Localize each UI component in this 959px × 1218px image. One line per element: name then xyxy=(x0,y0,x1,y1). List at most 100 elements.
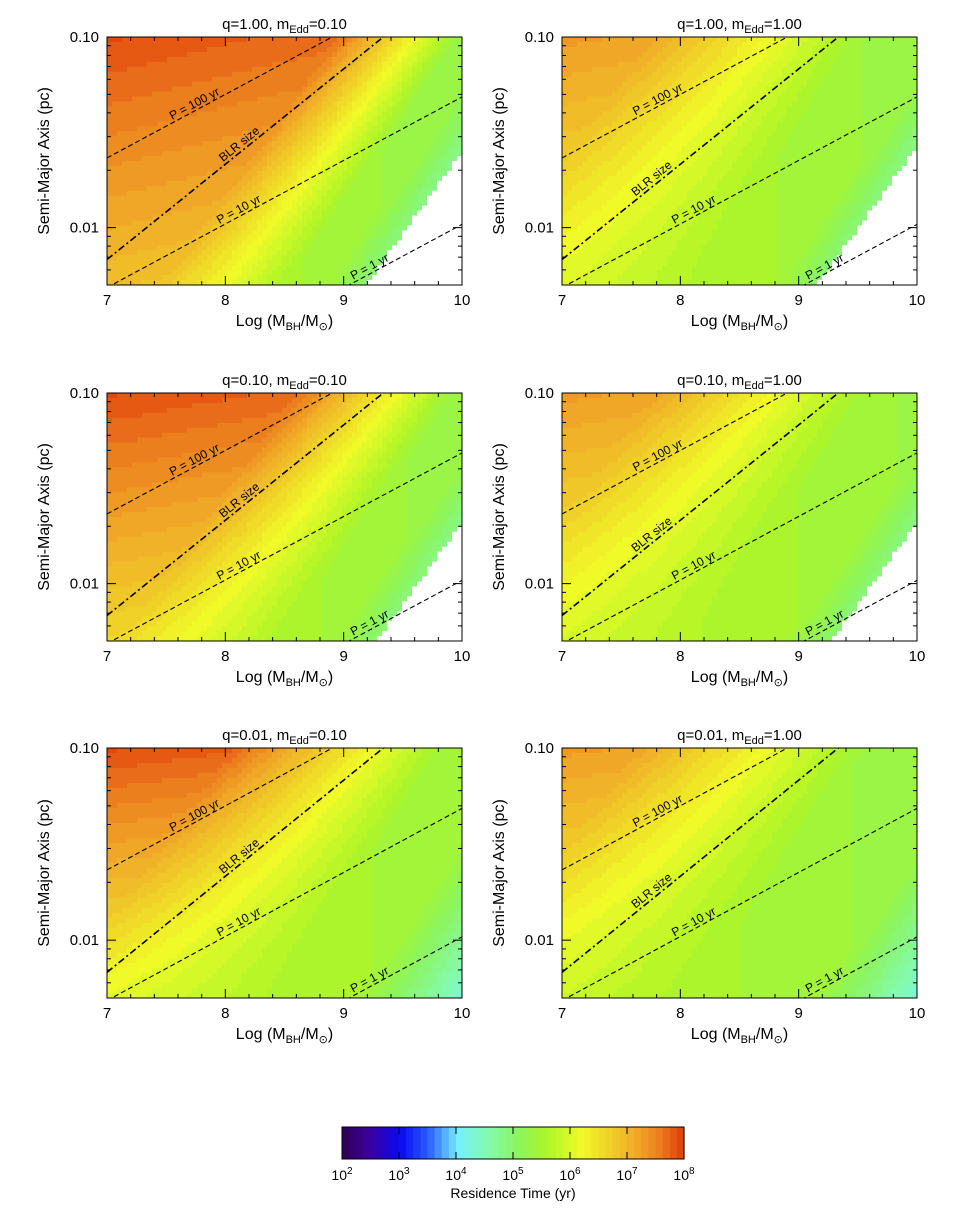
heat-cell xyxy=(322,156,328,162)
heat-cell xyxy=(252,96,258,103)
heat-cell xyxy=(157,141,163,147)
heat-cell xyxy=(302,200,308,207)
heat-cell xyxy=(267,131,273,137)
heat-cell xyxy=(217,180,223,187)
heat-cell xyxy=(207,131,213,137)
heat-cell xyxy=(637,245,643,251)
heat-cell xyxy=(237,96,243,103)
heat-cell xyxy=(147,275,153,281)
heat-cell xyxy=(332,225,338,232)
heat-cell xyxy=(312,275,318,281)
heat-cell xyxy=(602,41,608,48)
heat-cell xyxy=(277,96,283,103)
heat-cell xyxy=(297,111,303,117)
heat-cell xyxy=(442,205,448,212)
heat-cell xyxy=(167,76,173,83)
heat-cell xyxy=(657,81,663,88)
heat-cell xyxy=(652,265,658,271)
heat-cell xyxy=(637,146,643,152)
heat-cell xyxy=(317,195,323,202)
heat-cell xyxy=(162,37,168,43)
heat-cell xyxy=(572,230,578,236)
heat-cell xyxy=(297,205,303,212)
heat-cell xyxy=(587,265,593,271)
heat-cell xyxy=(172,71,178,78)
heat-cell xyxy=(317,111,323,117)
heat-cell xyxy=(577,165,583,172)
heat-cell xyxy=(647,280,653,285)
heat-cell xyxy=(422,86,428,93)
heat-cell xyxy=(407,136,413,142)
heat-cell xyxy=(572,210,578,217)
heat-cell xyxy=(187,116,193,122)
heat-cell xyxy=(452,156,458,162)
heat-cell xyxy=(127,121,133,127)
heat-cell xyxy=(607,215,613,222)
heat-cell xyxy=(262,165,268,172)
heat-cell xyxy=(417,111,423,117)
heat-cell xyxy=(687,151,693,157)
heat-cell xyxy=(412,156,418,162)
heat-cell xyxy=(602,146,608,152)
heat-cell xyxy=(562,230,568,236)
heat-cell xyxy=(152,56,158,63)
heat-cell xyxy=(692,235,698,241)
heat-cell xyxy=(407,235,413,241)
heat-cell xyxy=(392,220,398,227)
heat-cell xyxy=(392,126,398,132)
heat-cell xyxy=(627,190,633,197)
heat-cell xyxy=(352,210,358,217)
heat-cell xyxy=(572,76,578,83)
heat-cell xyxy=(572,136,578,142)
heat-cell xyxy=(437,131,443,137)
heat-cell xyxy=(247,235,253,241)
heat-cell xyxy=(182,81,188,88)
heat-cell xyxy=(692,106,698,112)
heat-cell xyxy=(397,240,403,246)
heat-cell xyxy=(282,185,288,192)
heat-cell xyxy=(107,220,113,227)
heat-cell xyxy=(287,275,293,281)
heat-cell xyxy=(402,126,408,132)
heat-cell xyxy=(432,151,438,157)
heat-cell xyxy=(642,170,648,177)
heat-cell xyxy=(147,190,153,197)
heat-cell xyxy=(182,180,188,187)
heat-cell xyxy=(412,41,418,48)
heat-cell xyxy=(647,195,653,202)
heat-cell xyxy=(627,51,633,58)
heat-cell xyxy=(407,270,413,276)
heat-cell xyxy=(657,215,663,222)
heat-cell xyxy=(152,210,158,217)
heat-cell xyxy=(307,121,313,127)
heat-cell xyxy=(277,151,283,157)
heat-cell xyxy=(252,180,258,187)
heat-cell xyxy=(157,37,163,43)
heat-cell xyxy=(692,161,698,167)
heat-cell xyxy=(267,81,273,88)
heat-cell xyxy=(577,205,583,212)
heat-cell xyxy=(452,185,458,192)
heat-cell xyxy=(292,96,298,103)
heat-cell xyxy=(587,185,593,192)
heat-cell xyxy=(367,41,373,48)
heat-cell xyxy=(612,136,618,142)
heat-cell xyxy=(437,185,443,192)
heat-cell xyxy=(157,76,163,83)
heat-cell xyxy=(307,86,313,93)
heat-cell xyxy=(602,195,608,202)
heat-cell xyxy=(372,210,378,217)
heat-cell xyxy=(447,51,453,58)
heat-cell xyxy=(672,91,678,98)
heat-cell xyxy=(567,86,573,93)
heat-cell xyxy=(247,91,253,98)
heat-cell xyxy=(447,220,453,227)
heat-cell xyxy=(457,245,462,251)
heat-cell xyxy=(572,141,578,147)
heat-cell xyxy=(227,225,233,232)
heat-cell xyxy=(667,255,673,261)
heat-cell xyxy=(402,215,408,222)
heat-cell xyxy=(372,66,378,73)
heat-cell xyxy=(342,66,348,73)
heat-cell xyxy=(602,141,608,147)
